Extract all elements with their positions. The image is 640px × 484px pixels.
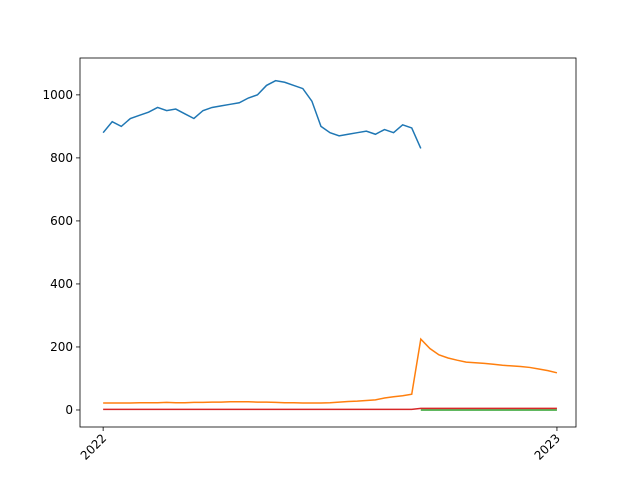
y-tick-label: 1000 [42, 88, 73, 102]
series-line [102, 79, 422, 149]
y-tick-label: 0 [65, 403, 73, 417]
series-line [103, 337, 558, 404]
y-tick-label: 600 [50, 214, 73, 228]
series-line [103, 407, 557, 411]
y-tick-label: 800 [50, 151, 73, 165]
plot-frame [79, 57, 577, 428]
x-tick-label: 2022 [78, 431, 109, 462]
y-tick-label: 200 [50, 340, 73, 354]
y-tick-label: 400 [50, 277, 73, 291]
x-tick-label: 2023 [532, 431, 563, 462]
